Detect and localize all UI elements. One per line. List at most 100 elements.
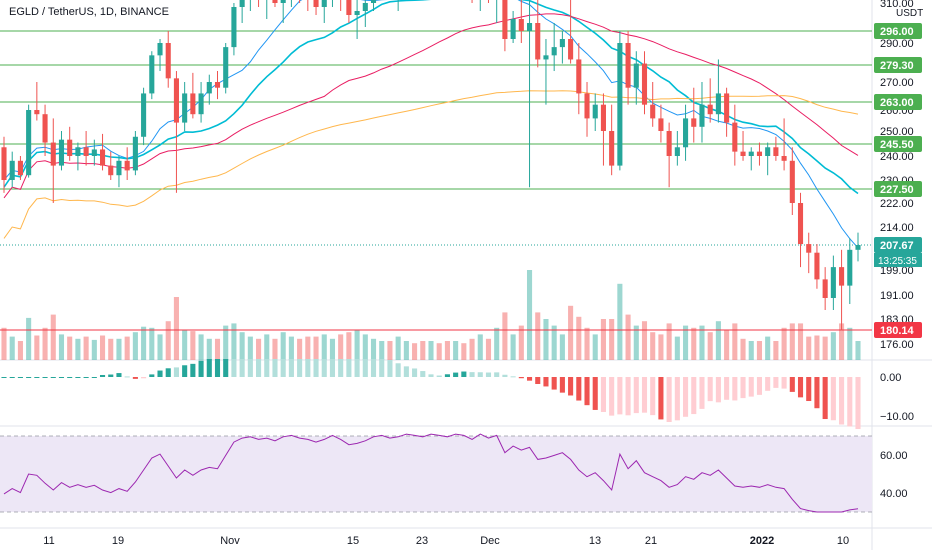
volume-bar [806,336,812,360]
volume-bar [568,305,574,360]
candle-down [173,78,179,123]
level-tag [874,181,922,197]
macd-bar [272,359,278,377]
level-tag-label: 227.50 [880,184,914,196]
price-axis[interactable]: 310.00290.00270.00260.00250.00240.00230.… [874,0,923,500]
price-tick: 310.00 [880,0,914,10]
macd-bar [387,360,393,377]
volume-bar [50,314,56,360]
volume-bar [99,335,106,360]
macd-bar [691,377,697,415]
candle-up [354,11,360,15]
volume-bar [280,332,286,360]
volume-bar [17,341,23,360]
volume-bar [272,338,278,360]
candle-down [773,147,779,156]
volume-bar [362,334,368,360]
rsi-line [3,433,859,513]
volume-bar [740,338,746,360]
time-tick: 15 [347,535,359,547]
candle-down [732,122,738,152]
rsi-pane [0,433,872,513]
candle-up [26,110,32,176]
macd-bar [444,374,450,377]
volume-bar [494,327,500,360]
volume-bar [551,325,557,360]
volume-bar [1,327,7,360]
volume-bar [223,325,229,360]
volume-bar [91,339,97,360]
macd-bar [748,377,754,397]
macd-bar [773,377,779,388]
macd-bar [510,376,516,378]
candle-down [625,43,631,88]
macd-bar [428,374,434,377]
volume-bar [436,343,442,360]
time-tick: Nov [220,535,240,547]
candle-down [518,19,524,31]
candle-up [239,0,245,7]
macd-bar [99,374,106,377]
macd-bar [658,377,664,420]
countdown-tag [874,253,922,267]
macd-bar [75,377,81,378]
volume-bar [256,338,262,360]
volume-bar [683,325,689,360]
candle-down [707,104,713,115]
candle-up [855,245,861,250]
macd-tick: 0.00 [880,372,901,384]
candle-down [666,131,672,156]
candle-up [149,55,155,94]
candle-up [206,82,212,94]
level-tag-label: 207.67 [880,240,914,252]
candle-down [17,160,23,176]
volume-bar [75,338,81,360]
level-tag-label: 296.00 [880,26,914,38]
macd-bar [847,377,853,427]
candle-down [724,93,730,123]
level-tag [874,322,922,338]
macd-bar [403,366,409,377]
candle-down [99,149,106,166]
macd-bar [666,377,672,422]
macd-bar [370,359,377,377]
ma-long-line [3,90,859,239]
volume-bar [157,334,163,360]
macd-bar [1,377,7,378]
volume-bar [198,334,204,360]
macd-bar [362,359,368,377]
macd-bar [67,377,73,378]
volume-bar [724,330,730,360]
horizontal-levels [0,30,872,331]
volume-bar [814,335,820,360]
price-tick: 290.00 [880,38,914,50]
volume-bar [132,332,138,360]
macd-bar [157,370,163,377]
level-tag-label: 245.50 [880,139,914,151]
macd-bar [50,377,56,378]
macd-bar [806,377,812,402]
price-tick: 214.00 [880,222,914,234]
macd-bar [814,377,820,409]
macd-bar [469,372,475,377]
candle-down [756,151,763,156]
candle-down [600,104,606,131]
macd-bar [34,377,40,378]
macd-bar [600,377,606,412]
volume-bar [510,334,516,360]
rsi-band [0,436,872,512]
candle-up [830,267,836,298]
macd-bar [116,373,122,377]
macd-bar [518,377,524,379]
volume-bar [338,334,344,360]
candle-down [313,0,319,7]
time-axis[interactable]: 11 19 Nov 15 23 Dec 13 21 2022 10 [43,535,849,547]
volume-bar [789,323,795,360]
volume-bar [444,341,450,360]
volume-bar [173,297,179,360]
volume-bar [625,314,631,360]
volume-bar [387,341,393,360]
candle-down [214,82,221,88]
candle-down [814,252,820,280]
volume-bar [584,327,590,360]
